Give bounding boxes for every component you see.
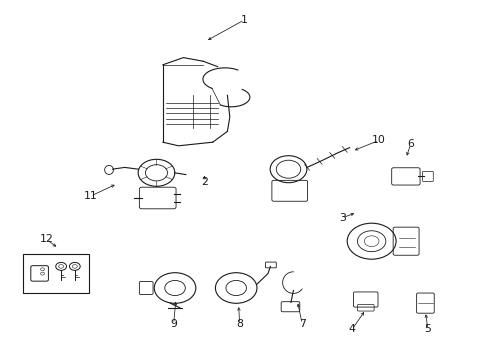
Text: 7: 7 [298, 319, 305, 329]
Text: 5: 5 [424, 324, 430, 334]
Text: 10: 10 [371, 135, 385, 145]
Text: 6: 6 [407, 139, 413, 149]
Text: 9: 9 [170, 319, 177, 329]
Text: 3: 3 [338, 213, 345, 223]
Text: 11: 11 [83, 191, 97, 201]
Text: 2: 2 [201, 177, 207, 187]
Text: 4: 4 [348, 324, 355, 334]
Bar [23, 254, 89, 293]
Text: 12: 12 [40, 234, 53, 244]
Text: 1: 1 [241, 15, 247, 25]
Text: 8: 8 [236, 319, 243, 329]
